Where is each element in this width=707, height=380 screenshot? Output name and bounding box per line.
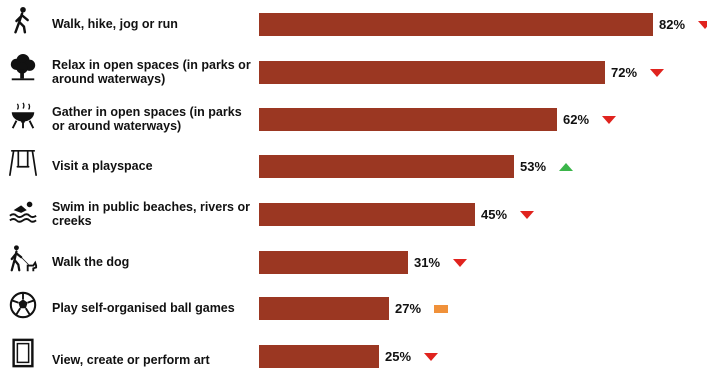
- chart-row: Swim in public beaches, rivers or creeks…: [0, 192, 707, 238]
- bar: [259, 13, 653, 36]
- data-label: 27%: [395, 301, 422, 316]
- bar: [259, 61, 605, 84]
- bbq-icon: [11, 102, 35, 129]
- art-frame-icon: [12, 338, 34, 368]
- trend-down-icon: [424, 353, 438, 361]
- category-label: View, create or perform art: [52, 353, 210, 367]
- activity-bar-chart: Walk, hike, jog or run 82% Relax in open s…: [0, 2, 707, 368]
- category-label: Swim in public beaches, rivers or creeks: [52, 200, 250, 228]
- data-label: 31%: [414, 255, 441, 270]
- soccer-ball-icon: [9, 291, 37, 319]
- swing-icon: [9, 149, 37, 177]
- bar: [259, 203, 475, 226]
- data-label: 53%: [520, 159, 547, 174]
- trend-down-icon: [602, 116, 616, 124]
- dog-walker-icon: [10, 245, 38, 272]
- data-label: 82%: [659, 17, 686, 32]
- bar: [259, 251, 408, 274]
- bar: [259, 108, 557, 131]
- bar: [259, 155, 514, 178]
- chart-row: Gather in open spaces (in parks or aroun…: [0, 97, 707, 143]
- chart-row: Visit a playspace 53%: [0, 144, 707, 190]
- trend-up-icon: [559, 163, 573, 171]
- walker-icon: [14, 6, 29, 34]
- bar: [259, 297, 389, 320]
- data-label: 25%: [385, 349, 412, 364]
- chart-row: Walk, hike, jog or run 82%: [0, 2, 707, 48]
- category-label: Walk the dog: [52, 255, 130, 269]
- trend-down-icon: [520, 211, 534, 219]
- trend-down-icon: [698, 21, 707, 29]
- category-label: Visit a playspace: [52, 159, 153, 173]
- chart-row: Play self-organised ball games 27%: [0, 286, 707, 332]
- tree-icon: [10, 54, 36, 81]
- chart-row: Walk the dog 31%: [0, 240, 707, 286]
- data-label: 62%: [563, 112, 590, 127]
- category-label: Relax in open spaces (in parks or around…: [52, 58, 251, 86]
- category-label: Gather in open spaces (in parks or aroun…: [52, 105, 242, 133]
- category-label: Play self-organised ball games: [52, 301, 235, 315]
- trend-down-icon: [650, 69, 664, 77]
- trend-same-icon: [434, 305, 448, 313]
- chart-row: Relax in open spaces (in parks or around…: [0, 50, 707, 96]
- trend-down-icon: [453, 259, 467, 267]
- chart-row: View, create or perform art 25%: [0, 332, 707, 378]
- data-label: 72%: [611, 65, 638, 80]
- bar: [259, 345, 379, 368]
- swimmer-icon: [9, 201, 37, 223]
- data-label: 45%: [481, 207, 508, 222]
- category-label: Walk, hike, jog or run: [52, 17, 178, 31]
